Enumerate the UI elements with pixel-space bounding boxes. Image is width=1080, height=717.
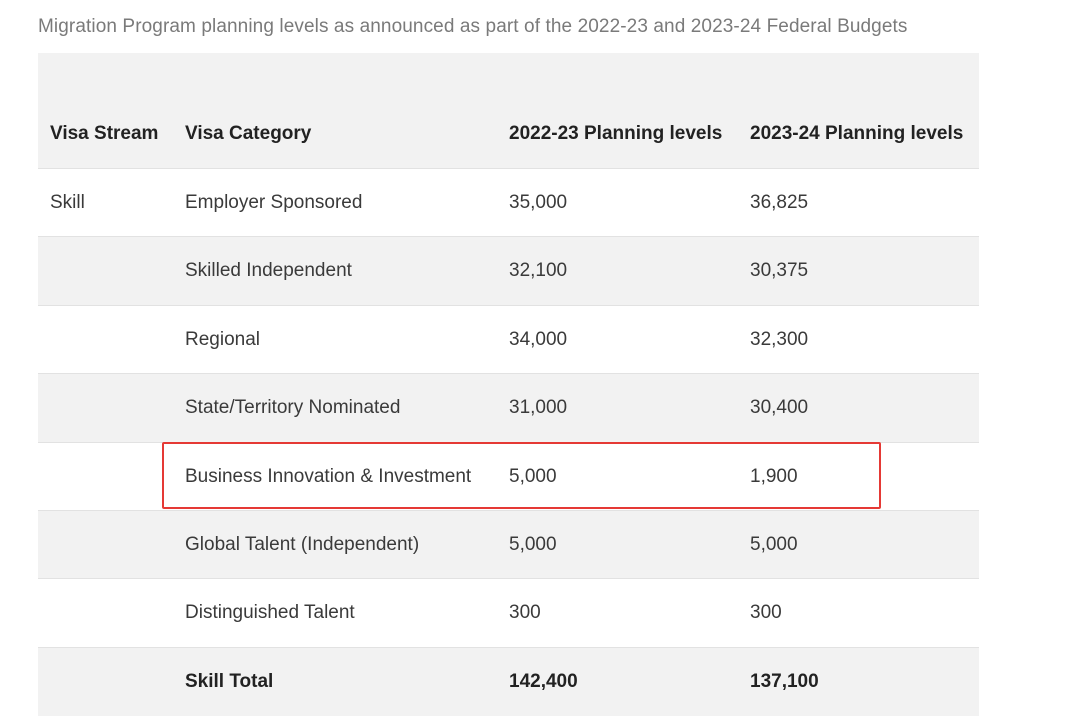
cell-visa-category: Distinguished Talent [185, 602, 355, 624]
cell-2023-24: 30,375 [750, 260, 809, 282]
cell-total-2022-23: 142,400 [509, 670, 578, 692]
cell-2022-23: 34,000 [509, 328, 568, 350]
table-row: Regional 34,000 32,300 [38, 306, 979, 375]
migration-planning-table: Visa Stream Visa Category 2022-23 Planni… [38, 53, 979, 717]
cell-2023-24: 30,400 [750, 397, 809, 419]
cell-2023-24: 300 [750, 602, 782, 624]
cell-visa-category: Regional [185, 328, 260, 350]
header-2023-24-planning-levels: 2023-24 Planning levels [750, 123, 964, 144]
header-2022-23-planning-levels: 2022-23 Planning levels [509, 123, 723, 144]
table-row: Global Talent (Independent) 5,000 5,000 [38, 510, 979, 580]
cell-visa-stream: Skill [50, 192, 85, 213]
cell-2023-24: 1,900 [750, 465, 798, 487]
header-visa-category: Visa Category [185, 123, 312, 144]
cell-visa-category: Skilled Independent [185, 260, 352, 282]
cell-total-2023-24: 137,100 [750, 670, 819, 692]
cell-visa-category: Business Innovation & Investment [185, 465, 472, 487]
cell-2023-24: 5,000 [750, 533, 798, 555]
table-row-highlighted: Business Innovation & Investment 5,000 1… [38, 443, 979, 511]
cell-2023-24: 32,300 [750, 328, 809, 350]
cell-total-label: Skill Total [185, 670, 274, 692]
table-total-row: Skill Total 142,400 137,100 [38, 647, 979, 717]
table-row: Skilled Independent 32,100 30,375 [38, 237, 979, 306]
cell-2022-23: 35,000 [509, 192, 568, 213]
table-caption: Migration Program planning levels as ann… [38, 16, 908, 37]
cell-2023-24: 36,825 [750, 192, 809, 213]
cell-2022-23: 5,000 [509, 533, 557, 555]
cell-2022-23: 32,100 [509, 260, 568, 282]
cell-visa-category: Global Talent (Independent) [185, 533, 420, 555]
table-row: Skill Employer Sponsored 35,000 36,825 [38, 169, 979, 238]
cell-visa-category: State/Territory Nominated [185, 397, 401, 419]
table-row: Distinguished Talent 300 300 [38, 579, 979, 648]
table-row: State/Territory Nominated 31,000 30,400 [38, 374, 979, 443]
cell-visa-category: Employer Sponsored [185, 192, 363, 213]
cell-2022-23: 5,000 [509, 465, 557, 487]
cell-2022-23: 300 [509, 602, 541, 624]
header-visa-stream: Visa Stream [50, 123, 159, 144]
table-header-row: Visa Stream Visa Category 2022-23 Planni… [38, 53, 979, 169]
cell-2022-23: 31,000 [509, 397, 568, 419]
